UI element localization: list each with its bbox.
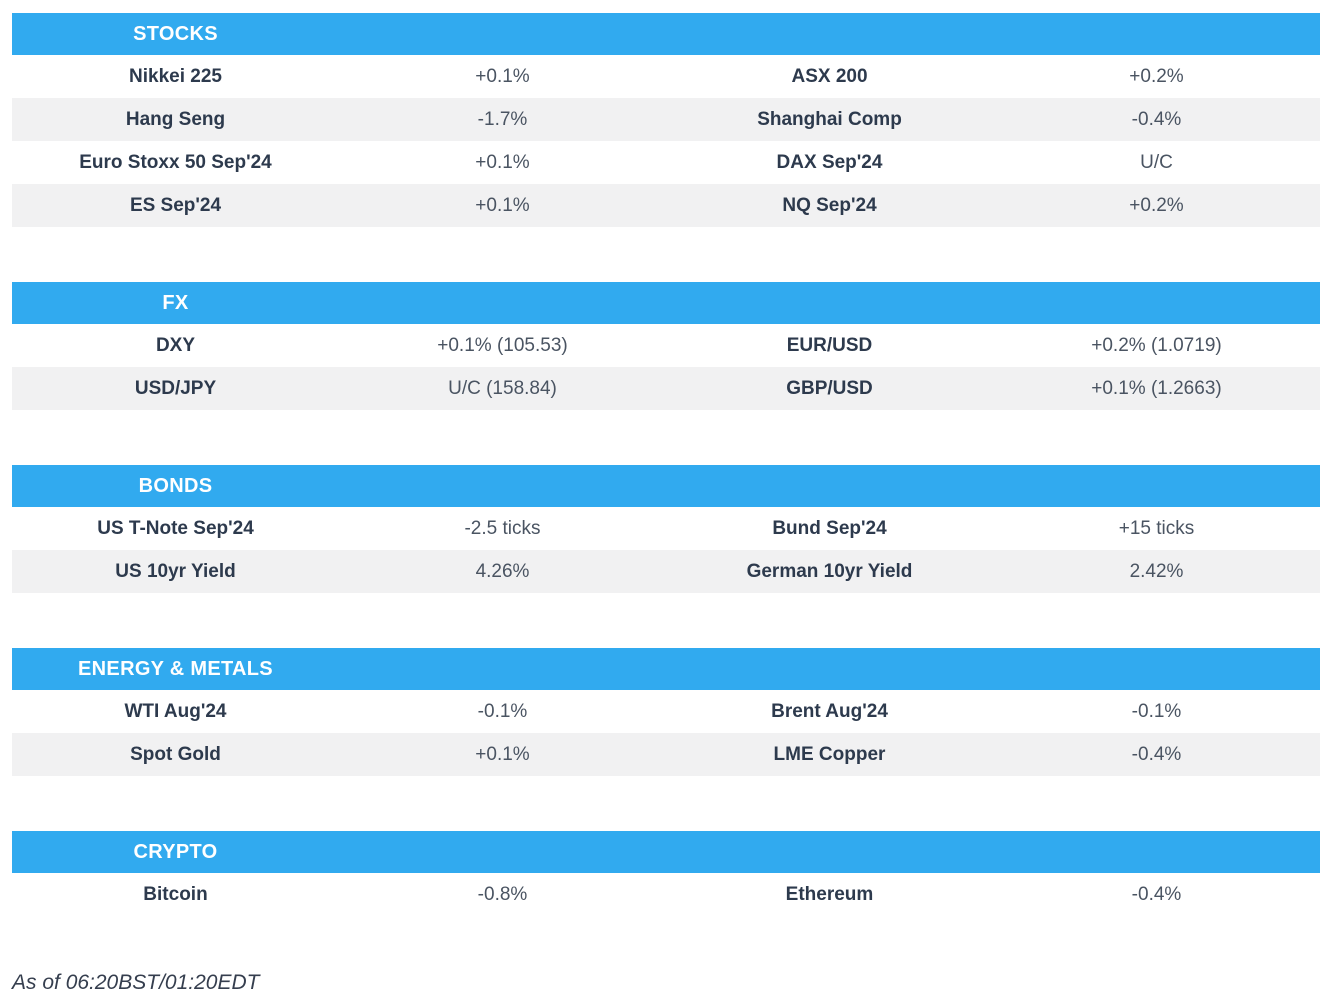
instrument-name: Ethereum — [785, 883, 874, 905]
instrument-change: -0.1% — [1131, 700, 1182, 722]
instrument-name: EUR/USD — [786, 334, 873, 356]
instrument-change: -0.4% — [1131, 108, 1182, 130]
instrument-name: ASX 200 — [791, 65, 868, 87]
instrument-name: LME Copper — [773, 743, 886, 765]
section-fx: FX DXY +0.1% (105.53) EUR/USD +0.2% (1.0719)… — [12, 282, 1320, 410]
instrument-change: +0.2% — [1129, 194, 1184, 216]
section-stocks: STOCKS Nikkei 225 +0.1% ASX 200 +0.2% Hang Se… — [12, 13, 1320, 227]
instrument-change: -0.8% — [477, 883, 528, 905]
as-of-timestamp: As of 06:20BST/01:20EDT — [12, 971, 260, 994]
instrument-change: U/C — [1140, 151, 1173, 173]
table-row: USD/JPY U/C (158.84) GBP/USD +0.1% (1.2663) — [12, 367, 1320, 410]
instrument-name: DAX Sep'24 — [776, 151, 883, 173]
table-row: US 10yr Yield 4.26% German 10yr Yield 2.42% — [12, 550, 1320, 593]
table-row: Spot Gold +0.1% LME Copper -0.4% — [12, 733, 1320, 776]
section-title: STOCKS — [133, 22, 218, 45]
instrument-name: Euro Stoxx 50 Sep'24 — [79, 151, 272, 173]
instrument-change: -0.4% — [1131, 883, 1182, 905]
instrument-name: WTI Aug'24 — [124, 700, 227, 722]
table-row: ES Sep'24 +0.1% NQ Sep'24 +0.2% — [12, 184, 1320, 227]
section-title: CRYPTO — [133, 840, 218, 863]
table-row: Nikkei 225 +0.1% ASX 200 +0.2% — [12, 55, 1320, 98]
section-energy-metals: ENERGY & METALS WTI Aug'24 -0.1% Brent Aug'… — [12, 648, 1320, 776]
table-row: Euro Stoxx 50 Sep'24 +0.1% DAX Sep'24 U/C — [12, 141, 1320, 184]
instrument-change: +0.1% — [475, 743, 530, 765]
table-row: Hang Seng -1.7% Shanghai Comp -0.4% — [12, 98, 1320, 141]
instrument-name: USD/JPY — [134, 377, 217, 399]
market-summary: STOCKS Nikkei 225 +0.1% ASX 200 +0.2% Hang Se… — [12, 13, 1320, 916]
instrument-name: Spot Gold — [130, 743, 221, 765]
instrument-change: +15 ticks — [1118, 517, 1195, 539]
section-header: ENERGY & METALS — [12, 648, 1320, 690]
instrument-name: DXY — [155, 334, 196, 356]
table-row: Bitcoin -0.8% Ethereum -0.4% — [12, 873, 1320, 916]
instrument-name: NQ Sep'24 — [782, 194, 877, 216]
instrument-change: +0.2% — [1129, 65, 1184, 87]
instrument-change: +0.1% — [475, 151, 530, 173]
instrument-change: +0.1% (105.53) — [437, 334, 568, 356]
instrument-change: -0.4% — [1131, 743, 1182, 765]
instrument-name: Nikkei 225 — [129, 65, 222, 87]
section-header: BONDS — [12, 465, 1320, 507]
table-row: DXY +0.1% (105.53) EUR/USD +0.2% (1.0719) — [12, 324, 1320, 367]
section-header: CRYPTO — [12, 831, 1320, 873]
instrument-name: Bund Sep'24 — [772, 517, 887, 539]
instrument-name: Brent Aug'24 — [771, 700, 888, 722]
instrument-name: ES Sep'24 — [129, 194, 222, 216]
table-row: US T-Note Sep'24 -2.5 ticks Bund Sep'24 +15… — [12, 507, 1320, 550]
section-bonds: BONDS US T-Note Sep'24 -2.5 ticks Bund Sep'… — [12, 465, 1320, 593]
instrument-name: Shanghai Comp — [757, 108, 902, 130]
instrument-change: 4.26% — [475, 560, 530, 582]
instrument-name: German 10yr Yield — [746, 560, 913, 582]
instrument-change: +0.1% — [475, 65, 530, 87]
section-header: FX — [12, 282, 1320, 324]
instrument-name: Hang Seng — [125, 108, 226, 130]
section-title: FX — [162, 291, 189, 314]
instrument-name: Bitcoin — [143, 883, 208, 905]
section-header: STOCKS — [12, 13, 1320, 55]
section-title: BONDS — [138, 474, 213, 497]
instrument-change: -0.1% — [477, 700, 528, 722]
instrument-change: -2.5 ticks — [464, 517, 541, 539]
instrument-change: 2.42% — [1129, 560, 1184, 582]
section-crypto: CRYPTO Bitcoin -0.8% Ethereum -0.4% — [12, 831, 1320, 916]
instrument-change: +0.1% (1.2663) — [1091, 377, 1222, 399]
instrument-name: US T-Note Sep'24 — [97, 517, 254, 539]
instrument-name: US 10yr Yield — [115, 560, 236, 582]
instrument-name: GBP/USD — [786, 377, 873, 399]
instrument-change: -1.7% — [477, 108, 528, 130]
section-title: ENERGY & METALS — [78, 657, 273, 680]
instrument-change: U/C (158.84) — [448, 377, 557, 399]
table-row: WTI Aug'24 -0.1% Brent Aug'24 -0.1% — [12, 690, 1320, 733]
instrument-change: +0.1% — [475, 194, 530, 216]
instrument-change: +0.2% (1.0719) — [1091, 334, 1222, 356]
